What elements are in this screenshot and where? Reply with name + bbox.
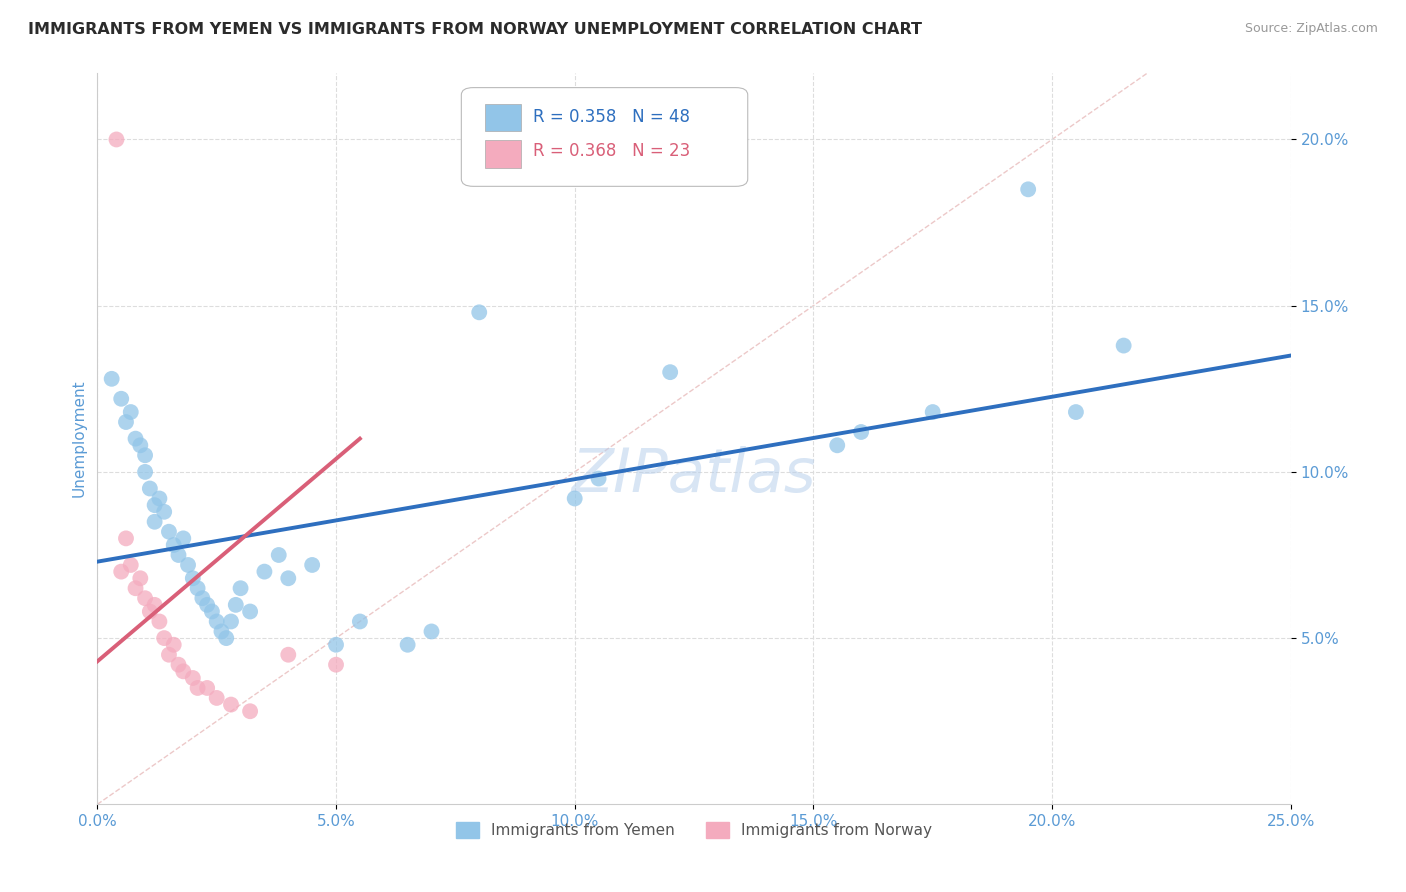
Point bbox=[148, 615, 170, 629]
Point bbox=[172, 532, 194, 546]
Text: R = 0.358   N = 48: R = 0.358 N = 48 bbox=[533, 108, 690, 126]
Y-axis label: Unemployment: Unemployment bbox=[72, 380, 86, 498]
Point bbox=[143, 498, 166, 512]
Point bbox=[187, 581, 209, 595]
Point bbox=[139, 482, 162, 496]
Point bbox=[253, 565, 276, 579]
Point bbox=[157, 524, 180, 539]
FancyBboxPatch shape bbox=[485, 103, 522, 131]
Point bbox=[301, 558, 323, 572]
Point bbox=[129, 571, 152, 585]
Legend: Immigrants from Yemen, Immigrants from Norway: Immigrants from Yemen, Immigrants from N… bbox=[450, 816, 938, 844]
Point bbox=[239, 605, 262, 619]
Point bbox=[139, 605, 162, 619]
Point bbox=[215, 631, 238, 645]
Point bbox=[115, 415, 138, 429]
Point bbox=[157, 648, 180, 662]
Point bbox=[205, 690, 228, 705]
Point bbox=[201, 605, 224, 619]
Point bbox=[219, 698, 242, 712]
Point bbox=[277, 571, 299, 585]
Point bbox=[143, 515, 166, 529]
Point bbox=[105, 132, 128, 146]
Point bbox=[921, 405, 943, 419]
Point bbox=[153, 505, 176, 519]
Point bbox=[1064, 405, 1087, 419]
Text: IMMIGRANTS FROM YEMEN VS IMMIGRANTS FROM NORWAY UNEMPLOYMENT CORRELATION CHART: IMMIGRANTS FROM YEMEN VS IMMIGRANTS FROM… bbox=[28, 22, 922, 37]
Point bbox=[588, 471, 610, 485]
Point bbox=[219, 615, 242, 629]
Point bbox=[110, 392, 132, 406]
Point bbox=[163, 638, 186, 652]
Point bbox=[229, 581, 252, 595]
Point bbox=[124, 432, 146, 446]
Point bbox=[325, 638, 347, 652]
Point bbox=[181, 571, 204, 585]
Text: R = 0.368   N = 23: R = 0.368 N = 23 bbox=[533, 143, 690, 161]
Point bbox=[396, 638, 419, 652]
Point bbox=[167, 657, 190, 672]
Point bbox=[110, 565, 132, 579]
Point bbox=[100, 372, 122, 386]
Point bbox=[1112, 338, 1135, 352]
Point bbox=[191, 591, 214, 606]
Point bbox=[849, 425, 872, 439]
Point bbox=[115, 532, 138, 546]
Text: Source: ZipAtlas.com: Source: ZipAtlas.com bbox=[1244, 22, 1378, 36]
Point bbox=[659, 365, 682, 379]
FancyBboxPatch shape bbox=[461, 87, 748, 186]
Point bbox=[120, 558, 142, 572]
Point bbox=[143, 598, 166, 612]
Point bbox=[195, 598, 218, 612]
FancyBboxPatch shape bbox=[485, 140, 522, 168]
Point bbox=[163, 538, 186, 552]
Point bbox=[205, 615, 228, 629]
Point bbox=[120, 405, 142, 419]
Text: ZIPatlas: ZIPatlas bbox=[572, 446, 817, 505]
Point bbox=[564, 491, 586, 506]
Point bbox=[172, 665, 194, 679]
Point bbox=[167, 548, 190, 562]
Point bbox=[468, 305, 491, 319]
Point bbox=[148, 491, 170, 506]
Point bbox=[134, 591, 156, 606]
Point bbox=[239, 704, 262, 718]
Point bbox=[153, 631, 176, 645]
Point bbox=[134, 448, 156, 462]
Point bbox=[325, 657, 347, 672]
Point bbox=[267, 548, 290, 562]
Point bbox=[349, 615, 371, 629]
Point bbox=[277, 648, 299, 662]
Point bbox=[177, 558, 200, 572]
Point bbox=[134, 465, 156, 479]
Point bbox=[420, 624, 443, 639]
Point bbox=[225, 598, 247, 612]
Point bbox=[187, 681, 209, 695]
Point bbox=[129, 438, 152, 452]
Point bbox=[195, 681, 218, 695]
Point bbox=[211, 624, 233, 639]
Point bbox=[124, 581, 146, 595]
Point bbox=[181, 671, 204, 685]
Point bbox=[825, 438, 848, 452]
Point bbox=[1017, 182, 1039, 196]
